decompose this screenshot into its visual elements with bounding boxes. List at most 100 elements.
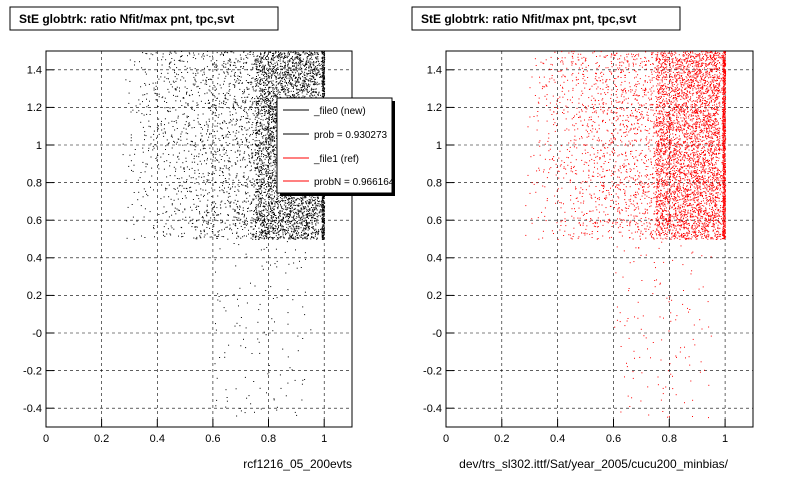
scatter-point <box>248 158 250 160</box>
scatter-point <box>227 60 229 62</box>
scatter-point <box>282 76 284 78</box>
scatter-point <box>256 66 258 68</box>
scatter-point <box>307 56 309 57</box>
scatter-point <box>209 90 211 92</box>
scatter-point <box>275 81 277 83</box>
scatter-point <box>202 54 204 56</box>
scatter-point <box>310 202 312 204</box>
scatter-point <box>261 113 263 114</box>
scatter-point <box>235 112 237 114</box>
scatter-point <box>263 115 265 116</box>
scatter-point <box>280 76 282 78</box>
scatter-point <box>285 200 287 201</box>
scatter-point <box>255 236 257 238</box>
scatter-point <box>295 61 297 63</box>
scatter-point <box>268 205 270 207</box>
scatter-point <box>257 194 259 196</box>
scatter-point <box>304 81 306 83</box>
scatter-point <box>289 80 291 82</box>
scatter-point <box>266 59 268 61</box>
scatter-point <box>259 125 261 127</box>
scatter-point <box>139 61 140 63</box>
scatter-point <box>133 223 135 225</box>
scatter-point <box>271 173 273 175</box>
scatter-point <box>162 96 164 98</box>
scatter-point <box>265 224 267 226</box>
scatter-point <box>302 95 304 97</box>
scatter-point <box>263 156 264 158</box>
scatter-point <box>258 238 259 240</box>
scatter-point <box>308 90 310 92</box>
scatter-point <box>312 209 314 211</box>
scatter-point <box>211 143 213 145</box>
scatter-point <box>204 148 206 149</box>
scatter-point <box>303 208 304 210</box>
scatter-point <box>246 88 248 90</box>
scatter-point <box>264 102 265 104</box>
scatter-point <box>131 169 132 171</box>
scatter-point <box>274 118 276 120</box>
scatter-point <box>160 156 162 158</box>
scatter-point <box>262 148 264 150</box>
scatter-point <box>270 108 272 109</box>
scatter-point <box>275 222 277 224</box>
scatter-point <box>265 96 267 97</box>
scatter-point <box>310 63 312 65</box>
scatter-point <box>320 215 322 217</box>
scatter-point <box>274 107 276 109</box>
scatter-point <box>316 218 318 220</box>
scatter-point <box>256 67 258 69</box>
scatter-point <box>218 106 220 108</box>
scatter-point <box>247 192 249 194</box>
scatter-point <box>274 163 276 165</box>
scatter-point <box>272 220 274 222</box>
scatter-point <box>215 203 217 205</box>
scatter-point <box>258 82 260 84</box>
scatter-point <box>194 68 196 70</box>
scatter-point <box>232 179 234 181</box>
scatter-point <box>161 120 162 122</box>
scatter-point <box>168 142 170 144</box>
scatter-point <box>293 238 295 239</box>
scatter-point <box>214 135 216 137</box>
scatter-point <box>280 228 282 230</box>
scatter-point <box>284 230 286 232</box>
scatter-point <box>287 92 289 94</box>
scatter-point <box>273 73 275 75</box>
scatter-point <box>298 67 300 69</box>
scatter-point <box>229 195 231 197</box>
scatter-point <box>255 145 257 147</box>
scatter-point <box>271 63 272 65</box>
scatter-point <box>145 84 147 86</box>
scatter-point <box>271 136 273 138</box>
scatter-point <box>306 222 308 224</box>
scatter-point <box>251 153 253 155</box>
scatter-point <box>273 127 275 129</box>
scatter-point <box>318 201 320 203</box>
scatter-point <box>174 207 176 209</box>
scatter-point <box>299 222 300 224</box>
scatter-point <box>230 119 231 121</box>
scatter-point <box>275 121 277 123</box>
scatter-point <box>146 113 148 115</box>
scatter-point <box>266 171 268 173</box>
scatter-point <box>303 77 305 79</box>
scatter-point <box>297 223 299 225</box>
scatter-point <box>298 81 300 83</box>
scatter-point <box>216 65 218 67</box>
scatter-point <box>268 190 270 192</box>
scatter-point <box>261 173 263 175</box>
scatter-point <box>317 60 319 62</box>
scatter-point <box>239 208 240 210</box>
scatter-point <box>274 125 276 127</box>
scatter-point <box>193 52 194 54</box>
scatter-point <box>186 188 188 190</box>
scatter-point <box>316 209 318 211</box>
scatter-point <box>225 206 227 208</box>
scatter-point <box>297 211 299 213</box>
scatter-point <box>279 57 281 59</box>
scatter-point <box>245 191 246 193</box>
scatter-point <box>260 70 262 72</box>
scatter-point <box>281 198 283 199</box>
scatter-point <box>313 196 315 198</box>
